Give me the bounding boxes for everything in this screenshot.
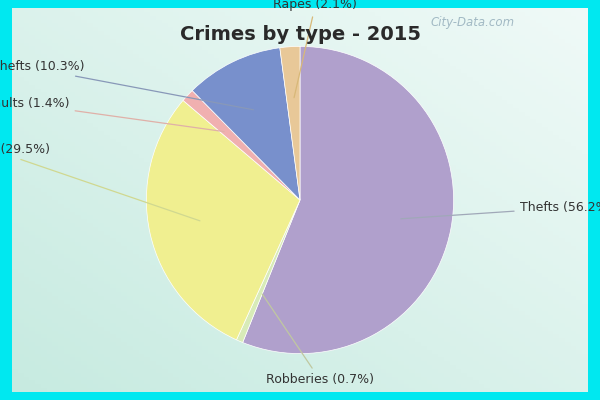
Text: Thefts (56.2%): Thefts (56.2%) <box>401 201 600 219</box>
Text: Assaults (1.4%): Assaults (1.4%) <box>0 97 224 132</box>
Wedge shape <box>236 200 300 342</box>
Text: City-Data.com: City-Data.com <box>431 16 515 29</box>
Text: Auto thefts (10.3%): Auto thefts (10.3%) <box>0 60 253 110</box>
Text: Burglaries (29.5%): Burglaries (29.5%) <box>0 143 200 221</box>
Wedge shape <box>183 90 300 200</box>
Text: Rapes (2.1%): Rapes (2.1%) <box>274 0 357 98</box>
Wedge shape <box>192 48 300 200</box>
Wedge shape <box>146 100 300 340</box>
Wedge shape <box>280 46 300 200</box>
Text: Crimes by type - 2015: Crimes by type - 2015 <box>179 24 421 44</box>
Text: Robberies (0.7%): Robberies (0.7%) <box>262 294 374 386</box>
Wedge shape <box>242 46 454 354</box>
